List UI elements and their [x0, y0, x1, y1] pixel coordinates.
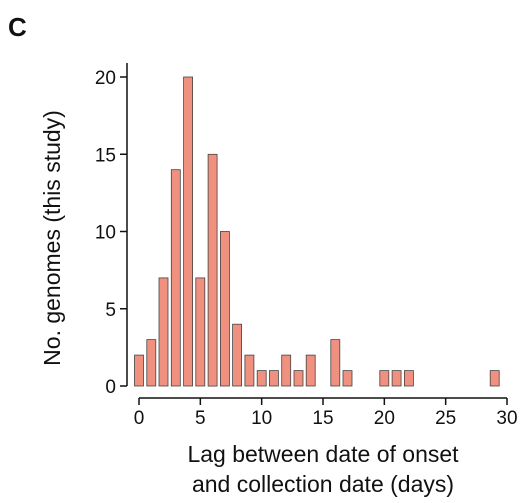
bar-day-20 [379, 370, 390, 387]
bar-day-22 [403, 370, 414, 387]
y-ticks-group: 0 5 10 15 20 [95, 68, 127, 398]
bar-day-2 [158, 277, 169, 387]
bar-day-11 [268, 370, 279, 387]
x-ticks-group: 0 5 10 15 20 25 30 [134, 398, 518, 429]
bar-day-8 [232, 323, 243, 387]
y-tick-label-20: 20 [95, 68, 116, 89]
x-tick-label-10: 10 [251, 408, 272, 429]
bar-day-3 [170, 169, 181, 387]
bar-day-7 [219, 231, 230, 387]
bar-day-1 [146, 339, 157, 387]
y-tick-label-15: 15 [95, 145, 116, 166]
bars-group [134, 76, 500, 387]
bar-day-21 [391, 370, 402, 387]
bar-day-29 [489, 370, 500, 387]
bar-day-5 [195, 277, 206, 387]
bar-day-10 [256, 370, 267, 387]
x-tick-label-30: 30 [496, 408, 517, 429]
bar-day-9 [244, 354, 255, 387]
bar-day-17 [342, 370, 353, 387]
bar-day-14 [305, 354, 316, 387]
x-tick-label-20: 20 [374, 408, 395, 429]
x-tick-label-0: 0 [134, 408, 145, 429]
bar-day-16 [330, 339, 341, 387]
bar-day-13 [293, 370, 304, 387]
x-axis-title-line-2: and collection date (days) [192, 471, 454, 497]
bar-day-4 [183, 76, 194, 387]
panel-label: C [8, 12, 27, 42]
y-axis-title: No. genomes (this study) [39, 110, 65, 366]
y-tick-label-10: 10 [95, 223, 116, 244]
bar-day-6 [207, 153, 218, 387]
y-tick-label-5: 5 [105, 300, 116, 321]
x-tick-label-25: 25 [435, 408, 456, 429]
bar-day-12 [281, 354, 292, 387]
x-tick-label-15: 15 [312, 408, 333, 429]
x-axis-title-line-1: Lag between date of onset [187, 441, 459, 467]
y-tick-label-0: 0 [105, 377, 116, 398]
x-tick-label-5: 5 [195, 408, 206, 429]
bar-day-0 [134, 354, 144, 387]
